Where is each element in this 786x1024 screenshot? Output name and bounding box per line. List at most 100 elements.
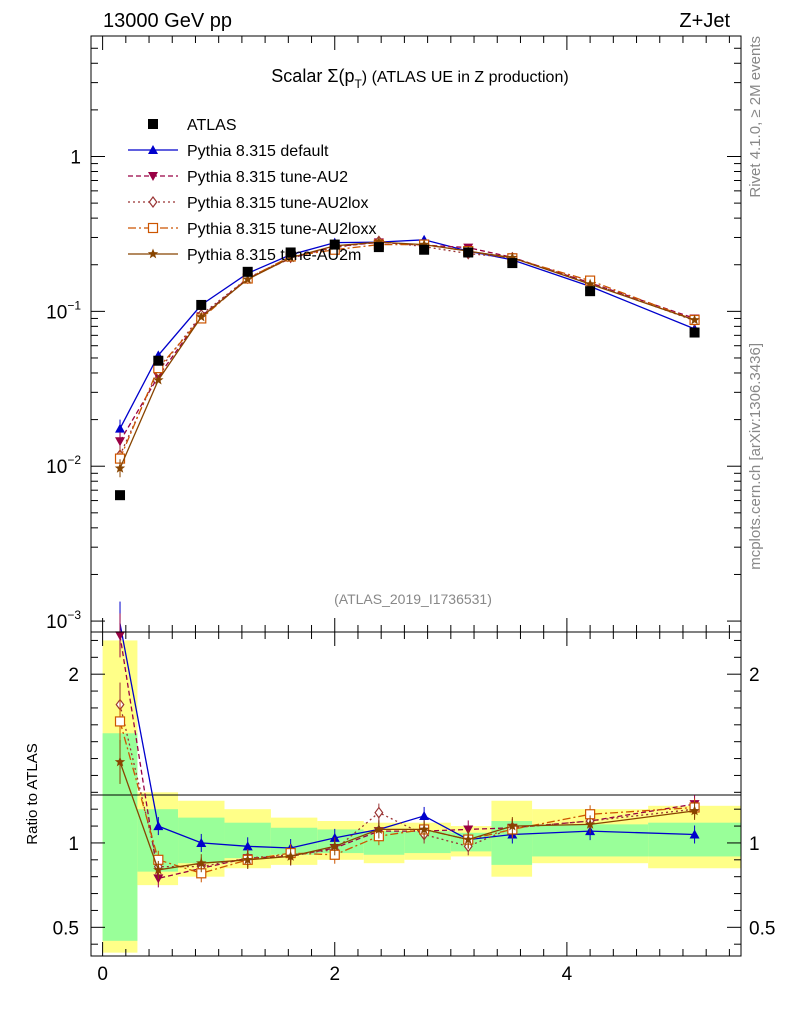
legend-marker-3 [147, 222, 159, 234]
data-point-4 [285, 247, 296, 258]
main-point-0-0 [115, 423, 126, 433]
data-point-5 [329, 239, 340, 250]
main-panel: 110−110−210−3 Scalar Σ(pT) (ATLAS UE in … [46, 35, 742, 633]
legend-marker-4 [147, 248, 159, 259]
legend-label-3: Pythia 8.315 tune-AU2loxx [187, 221, 376, 238]
ratio-y-tick-label-left: 1 [68, 834, 79, 855]
main-series-group [114, 234, 700, 478]
ratio-point-3-0 [114, 716, 126, 727]
x-tick-label: 2 [329, 964, 340, 985]
main-y-tick-label: 10−1 [46, 298, 81, 323]
main-series-line-1 [119, 241, 695, 442]
ratio-point-0-2 [196, 837, 207, 847]
main-y-tick-label: 10−3 [46, 608, 81, 633]
green-band-5 [317, 829, 364, 854]
data-point-10 [585, 286, 596, 297]
main-series-line-4 [119, 241, 695, 469]
ratio-point-4-2 [196, 857, 207, 868]
ratio-y-tick-label-left: 2 [68, 665, 79, 686]
x-axis-ticks: 0 2 4 [97, 632, 730, 985]
data-point-7 [419, 244, 430, 255]
main-point-4-1 [153, 374, 164, 385]
ratio-point-1-8 [463, 825, 474, 835]
main-y-tick-base: 10 [46, 302, 67, 323]
ratio-point-4-0 [114, 756, 126, 767]
green-band-7 [404, 831, 451, 854]
data-point-2 [196, 299, 207, 310]
ratio-point-4-5 [329, 840, 340, 851]
ratio-axis-ticks: 0.5 0.5 1 1 2 2 [53, 639, 775, 945]
data-point-1 [153, 355, 164, 366]
ratio-series-line-4 [119, 761, 695, 871]
main-point-1-0 [115, 437, 126, 447]
ratio-series-group [114, 601, 700, 888]
main-y-tick-exponent: −2 [67, 453, 81, 467]
main-y-tick-exponent: −3 [67, 608, 81, 622]
x-tick-label: 0 [97, 964, 108, 985]
data-point-11 [689, 327, 700, 338]
ratio-panel: 0.5 0.5 1 1 2 2 Ratio to ATLAS 0 2 4 [24, 601, 775, 985]
main-point-4-2 [196, 311, 207, 322]
ratio-y-tick-label-right: 0.5 [749, 918, 775, 939]
ratio-point-2-6 [374, 806, 384, 819]
legend-marker-data [148, 119, 158, 129]
main-series-line-3 [119, 243, 695, 459]
main-y-tick-label: 10−2 [46, 453, 81, 478]
ratio-point-1-0 [115, 631, 126, 641]
ratio-point-4-4 [285, 850, 296, 861]
data-point-3 [242, 266, 253, 277]
main-y-tick-exponent: −1 [67, 298, 81, 312]
ratio-point-4-10 [584, 818, 596, 829]
main-point-4-0 [114, 462, 126, 473]
x-tick-label: 4 [562, 964, 573, 985]
main-point-4-9 [507, 252, 518, 263]
ratio-series-line-3 [119, 721, 695, 874]
main-point-4-7 [418, 239, 430, 249]
main-data-points [115, 239, 700, 501]
data-point-0 [115, 490, 126, 501]
main-y-tick-base: 10 [46, 612, 67, 633]
mcplots-label: mcplots.cern.ch [arXiv:1306.3436] [747, 343, 764, 570]
main-point-4-6 [373, 236, 385, 247]
main-axis-ticks: 110−110−210−3 [46, 35, 741, 633]
analysis-id: (ATLAS_2019_I1736531) [334, 591, 492, 607]
ratio-frame [90, 631, 742, 957]
legend-marker-1 [148, 172, 158, 181]
green-band-6 [363, 831, 405, 855]
data-point-9 [507, 258, 518, 269]
ratio-point-0-3 [242, 841, 253, 851]
ratio-point-0-1 [153, 821, 164, 831]
legend-label-1: Pythia 8.315 tune-AU2 [187, 169, 348, 186]
ratio-point-4-11 [689, 805, 700, 816]
ratio-y-tick-label-left: 0.5 [53, 918, 79, 939]
legend-marker-2 [148, 196, 158, 208]
legend-marker-0 [148, 145, 158, 154]
ratio-point-4-9 [507, 820, 518, 831]
ratio-y-tick-label-right: 2 [749, 665, 760, 686]
main-point-4-11 [689, 314, 700, 325]
legend-label-4: Pythia 8.315 tune-AU2m [187, 247, 361, 264]
ratio-point-4-7 [418, 823, 430, 834]
main-y-tick-label: 1 [70, 148, 81, 169]
ratio-point-4-8 [463, 834, 474, 844]
ratio-y-tick-label-right: 1 [749, 834, 760, 855]
energy-label: 13000 GeV pp [103, 10, 232, 32]
data-point-8 [463, 247, 474, 258]
ratio-ylabel: Ratio to ATLAS [24, 743, 41, 844]
process-label: Z+Jet [679, 10, 730, 32]
ratio-point-0-7 [419, 810, 430, 820]
main-y-tick-base: 10 [46, 457, 67, 478]
main-series-line-0 [119, 239, 695, 429]
ratio-point-4-3 [242, 854, 253, 865]
legend: ATLAS Pythia 8.315 default Pythia 8.315 tu… [128, 117, 376, 264]
rivet-version-label: Rivet 4.1.0, ≥ 2M events [747, 36, 764, 198]
data-point-6 [373, 242, 384, 253]
chart-title: Scalar Σ(pT) (ATLAS UE in Z production) [271, 66, 568, 91]
ratio-series-line-0 [119, 623, 695, 849]
ratio-point-4-1 [153, 864, 164, 875]
ratio-uncertainty-bands [102, 640, 741, 953]
ratio-point-0-11 [689, 829, 700, 839]
legend-label-2: Pythia 8.315 tune-AU2lox [187, 195, 368, 212]
ratio-series-line-1 [119, 635, 695, 880]
